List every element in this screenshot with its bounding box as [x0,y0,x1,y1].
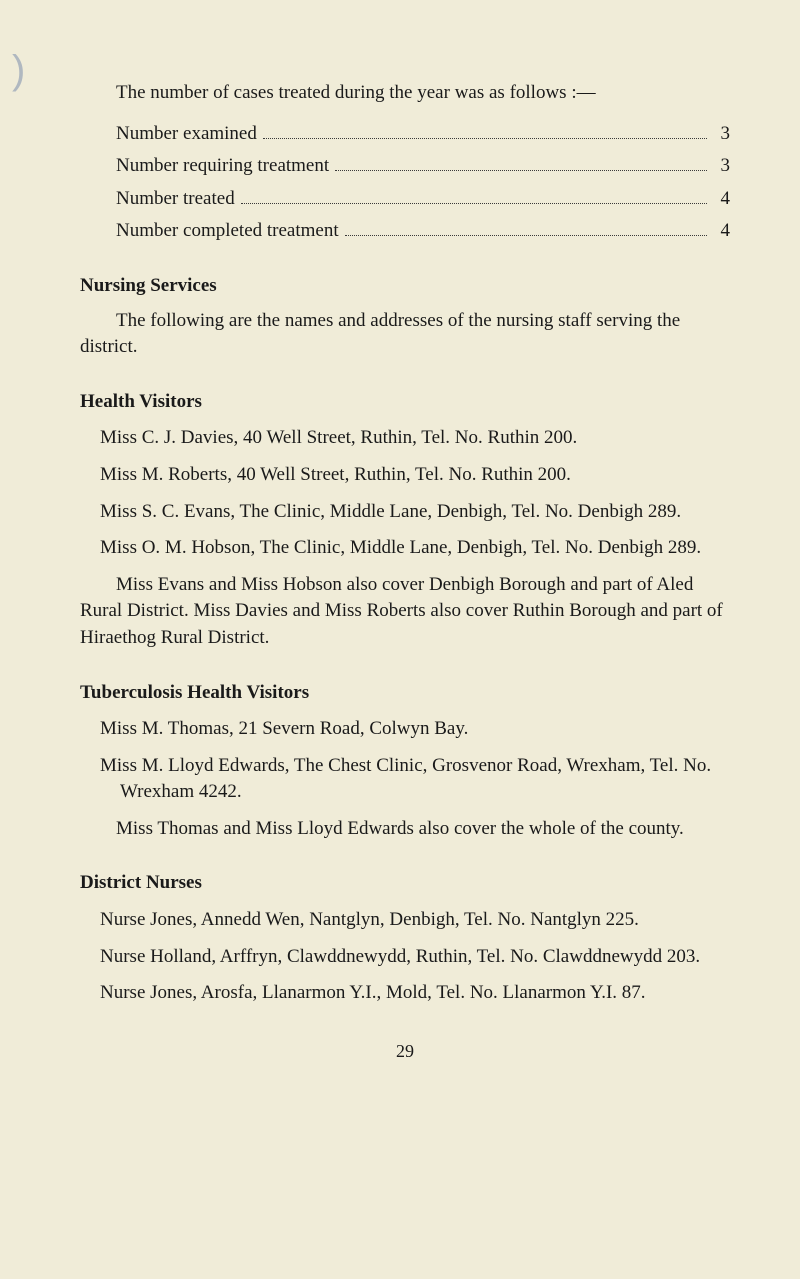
list-item: Miss M. Roberts, 40 Well Street, Ruthin,… [100,462,730,489]
stat-value: 4 [713,186,731,213]
leader-dots [335,153,706,171]
stat-row: Number requiring treatment 3 [116,153,730,180]
list-item: Miss S. C. Evans, The Clinic, Middle Lan… [100,499,730,526]
section-heading-district: District Nurses [80,870,730,897]
stat-row: Number examined 3 [116,121,730,148]
intro-text: The number of cases treated during the y… [80,80,730,107]
health-visitors-para: Miss Evans and Miss Hobson also cover De… [80,572,730,652]
leader-dots [241,186,707,204]
page-body: The number of cases treated during the y… [0,0,800,1104]
stat-value: 3 [713,153,731,180]
list-item: Miss M. Thomas, 21 Severn Road, Colwyn B… [100,716,730,743]
stat-label: Number treated [116,186,235,213]
stat-row: Number completed treatment 4 [116,218,730,245]
section-heading-tb: Tuberculosis Health Visitors [80,680,730,707]
stat-label: Number completed treatment [116,218,339,245]
section-heading-health-visitors: Health Visitors [80,389,730,416]
margin-mark: ) [12,48,25,93]
nursing-para: The following are the names and addresse… [80,308,730,361]
stat-value: 4 [713,218,731,245]
section-heading-nursing: Nursing Services [80,273,730,300]
stat-row: Number treated 4 [116,186,730,213]
list-item: Miss M. Lloyd Edwards, The Chest Clinic,… [100,753,730,806]
list-item: Nurse Jones, Annedd Wen, Nantglyn, Denbi… [100,907,730,934]
page-number: 29 [80,1039,730,1064]
stat-value: 3 [713,121,731,148]
stat-label: Number examined [116,121,257,148]
leader-dots [263,121,707,139]
leader-dots [345,218,707,236]
list-item: Nurse Jones, Arosfa, Llanarmon Y.I., Mol… [100,980,730,1007]
list-item: Miss C. J. Davies, 40 Well Street, Ruthi… [100,425,730,452]
list-item: Miss O. M. Hobson, The Clinic, Middle La… [100,535,730,562]
list-item: Nurse Holland, Arffryn, Clawddnewydd, Ru… [100,944,730,971]
stat-label: Number requiring treatment [116,153,329,180]
tb-para: Miss Thomas and Miss Lloyd Edwards also … [80,816,730,843]
